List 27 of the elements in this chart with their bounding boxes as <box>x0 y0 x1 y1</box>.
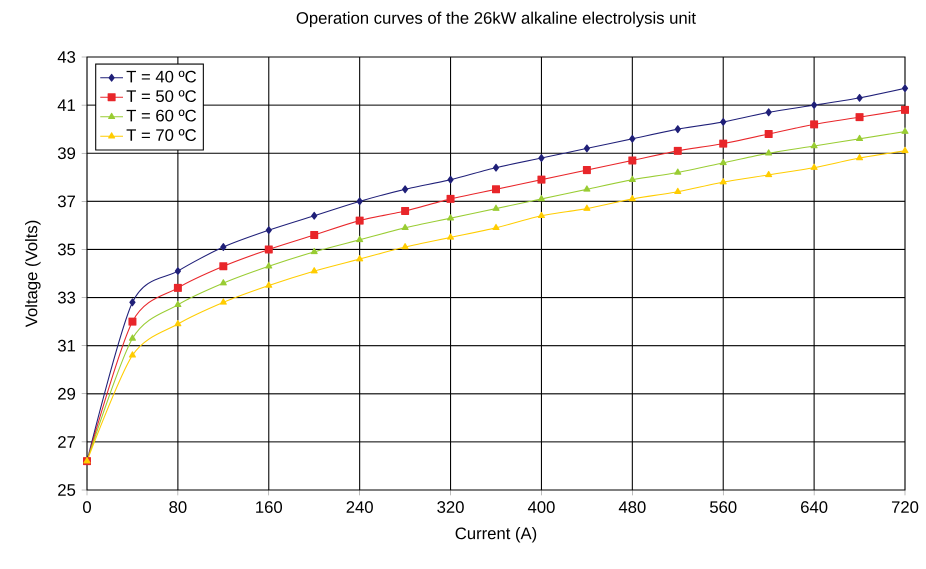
x-tick-label: 0 <box>83 501 91 513</box>
y-tick-label: 35 <box>58 244 76 256</box>
legend-label: T = 40 ºC <box>126 70 196 83</box>
legend-label: T = 50 ºC <box>126 90 196 102</box>
legend-label: T = 60 ºC <box>126 110 196 122</box>
x-axis-title: Current (A) <box>456 526 536 543</box>
x-tick-label: 640 <box>801 501 828 513</box>
y-tick-label: 29 <box>58 388 76 400</box>
legend-label: T = 70 ºC <box>126 129 196 141</box>
y-tick-label: 43 <box>58 51 76 63</box>
y-tick-label: 37 <box>58 195 75 208</box>
y-tick-label: 33 <box>58 292 76 304</box>
y-tick-label: 31 <box>58 340 76 352</box>
x-tick-label: 560 <box>710 501 736 513</box>
x-tick-label: 160 <box>256 501 282 513</box>
y-tick-label: 39 <box>58 147 76 160</box>
y-tick-label: 41 <box>58 99 76 111</box>
x-tick-label: 320 <box>437 501 464 513</box>
x-tick-label: 480 <box>618 501 646 513</box>
x-tick-label: 400 <box>528 501 555 513</box>
y-tick-label: 25 <box>58 484 76 496</box>
chart-title: Operation curves of the 26kW alkaline electrolysis unit <box>296 12 696 28</box>
y-tick-label: 27 <box>58 436 75 448</box>
y-axis-title: Voltage (Volts) <box>25 220 41 328</box>
x-tick-label: 720 <box>892 501 918 513</box>
x-tick-label: 240 <box>346 501 373 513</box>
x-tick-label: 80 <box>169 501 187 513</box>
